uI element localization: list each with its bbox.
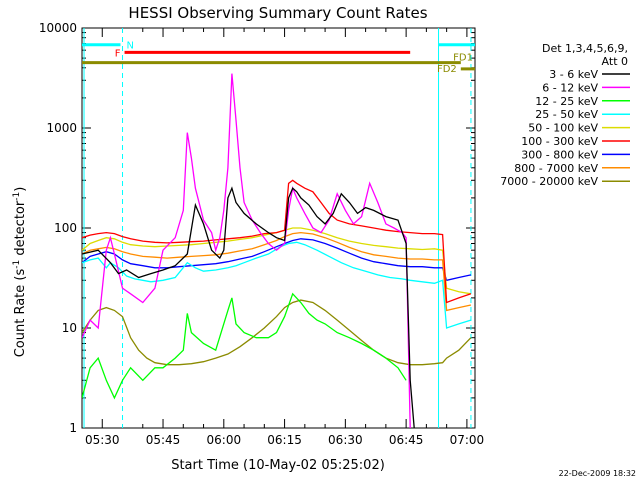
legend-label: 300 - 800 keV (521, 148, 598, 161)
x-tick-label: 06:00 (207, 433, 242, 447)
legend-label: 100 - 300 keV (521, 135, 598, 148)
x-tick-label: 06:45 (389, 433, 424, 447)
flag-label-f: F (115, 48, 121, 59)
y-axis-label: Count Rate (s-1 detector-1) (12, 187, 28, 358)
legend-label: 800 - 7000 keV (514, 162, 598, 175)
legend-header-line2: Att 0 (602, 55, 628, 68)
plot-frame (81, 27, 476, 429)
x-tick-label: 06:15 (267, 433, 302, 447)
flag-label-fd1: FD1 (453, 53, 473, 64)
y-tick-label: 1 (69, 421, 77, 435)
series-line-25-50keV (82, 241, 472, 329)
y-tick-label: 100 (54, 221, 77, 235)
plot-area: 1 10 100 1000 10000 05:30 05:45 06:00 06:15 06:30… (39, 21, 484, 447)
chart-title: HESSI Observing Summary Count Rates (128, 4, 427, 22)
y-tick-label: 10 (62, 321, 77, 335)
legend-label: 25 - 50 keV (535, 108, 598, 121)
x-tick-label: 05:30 (85, 433, 120, 447)
x-axis-label: Start Time (10-May-02 05:25:02) (171, 458, 385, 473)
y-tick-label: 1000 (46, 121, 77, 135)
series-line-12-25keV (82, 292, 407, 400)
flag-label-n: N (127, 41, 134, 52)
x-tick-label: 05:45 (146, 433, 181, 447)
series-line-100-300keV (82, 179, 472, 304)
series-line-7000-20000keV (82, 299, 472, 366)
legend-label: 3 - 6 keV (549, 68, 598, 81)
legend-label: 50 - 100 keV (528, 122, 598, 135)
legend-label: 6 - 12 keV (542, 81, 598, 94)
series-line-300-800keV (82, 238, 472, 282)
flag-label-fd2: FD2 (437, 64, 457, 75)
legend-header-line1: Det 1,3,4,5,6,9, (542, 42, 628, 55)
x-tick-label: 07:00 (450, 433, 485, 447)
y-tick-label: 10000 (39, 21, 77, 35)
series-line-800-7000keV (82, 231, 472, 312)
legend-label: 7000 - 20000 keV (500, 175, 598, 188)
x-tick-label: 06:30 (328, 433, 363, 447)
legend-label: 12 - 25 keV (535, 95, 598, 108)
series-line-3-6keV (82, 186, 415, 428)
series-line-6-12keV (82, 73, 411, 428)
footer-date: 22-Dec-2009 18:32 (559, 469, 636, 478)
